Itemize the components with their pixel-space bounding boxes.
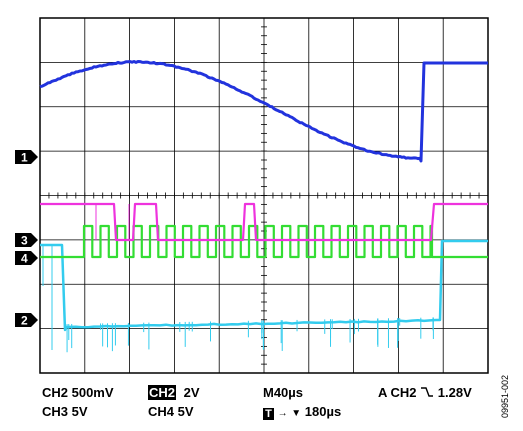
falling-edge-icon bbox=[420, 386, 434, 398]
arrow-down-icon: ▼ bbox=[291, 408, 301, 419]
ch2-scale-readout: CH2 500mV bbox=[42, 385, 114, 400]
channel-1-marker-label: 1 bbox=[21, 151, 28, 165]
trigger-position-value: 180µs bbox=[305, 404, 341, 419]
channel-4-marker-label: 4 bbox=[21, 252, 28, 266]
trigger-level: 1.28V bbox=[438, 385, 472, 400]
trigger-position-readout: T → ▼ 180µs bbox=[263, 404, 341, 421]
ch4-scale-readout: CH4 5V bbox=[148, 404, 194, 419]
channel-3-marker-label: 3 bbox=[21, 234, 28, 248]
trigger-position-badge: T bbox=[263, 408, 274, 420]
trigger-readout: A CH2 1.28V bbox=[378, 385, 472, 400]
ch3-scale-readout: CH3 5V bbox=[42, 404, 88, 419]
channel-2-marker-label: 2 bbox=[21, 314, 28, 328]
channel-markers: 1 2 3 4 bbox=[15, 150, 38, 328]
trigger-source-value: 2V bbox=[184, 385, 200, 400]
timebase-readout: M40µs bbox=[263, 385, 303, 400]
trigger-mode: A CH2 bbox=[378, 385, 417, 400]
figure-id: 09951-002 bbox=[500, 375, 510, 418]
trigger-source-badge: CH2 bbox=[148, 385, 176, 400]
arrow-right-icon: → bbox=[278, 408, 288, 419]
trigger-source-readout: CH2 2V bbox=[148, 385, 200, 400]
